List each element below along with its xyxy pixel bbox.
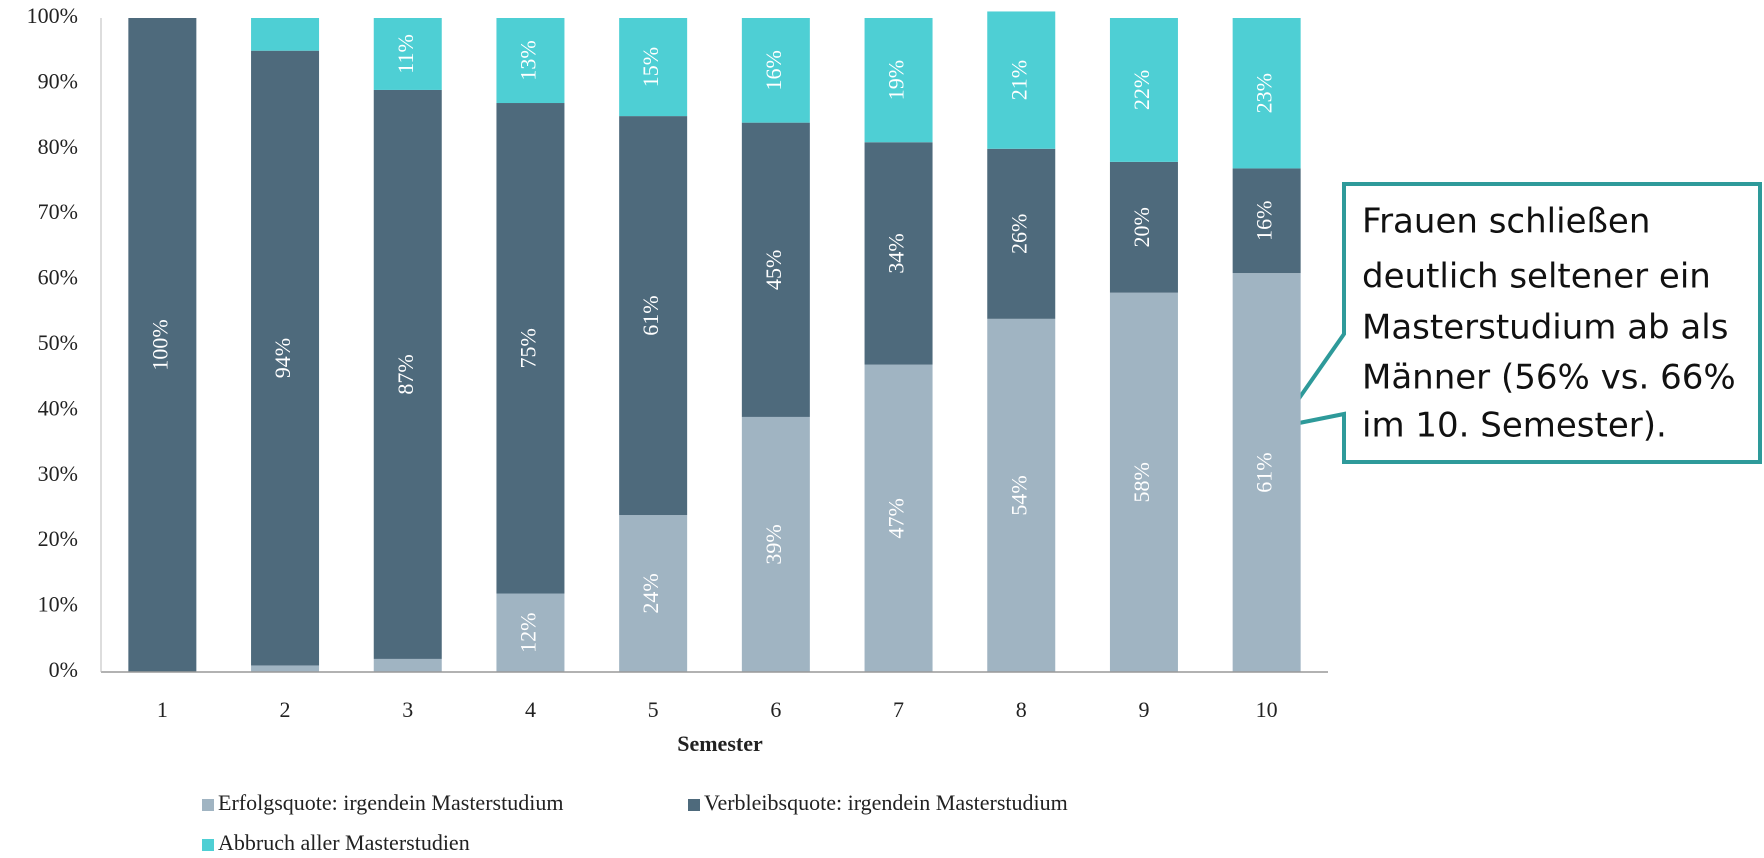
x-tick-label: 9 [1138,697,1149,722]
bar-segment [741,122,810,417]
bar-segment [128,18,197,672]
bar-segment [496,593,565,672]
x-tick-label: 8 [1016,697,1027,722]
y-tick-label: 0% [49,657,78,682]
data-label: 45% [761,250,786,290]
data-label: 100% [147,319,172,370]
bar-segment [741,416,810,672]
bar-segment [1109,18,1178,162]
data-label: 34% [884,233,909,273]
data-label: 12% [515,613,540,653]
data-label: 75% [515,328,540,368]
data-label: 47% [884,498,909,538]
bar-segment [1232,168,1301,274]
bar-segment [987,148,1056,319]
y-tick-label: 70% [38,199,78,224]
y-tick-label: 100% [27,3,78,28]
y-tick-label: 10% [38,592,78,617]
callout-box [1274,182,1762,464]
bar-segment [987,318,1056,672]
data-label: 94% [270,338,295,378]
data-label: 20% [1129,207,1154,247]
x-tick-label: 6 [770,697,781,722]
bar-segment [251,18,320,51]
data-label: 61% [638,295,663,335]
annotation-text: Frauen schließen [1362,202,1650,242]
bar-segment [987,11,1056,149]
data-label: 24% [638,573,663,613]
bar-segment [741,18,810,123]
data-label: 26% [1006,214,1031,254]
data-label: 19% [884,60,909,100]
annotation-text: deutlich seltener ein [1362,257,1711,297]
bar-segment [251,665,320,672]
bar-segment [1109,292,1178,672]
bar-segment [619,515,688,672]
data-label: 16% [1252,201,1277,241]
data-label: 58% [1129,462,1154,502]
data-label: 22% [1129,70,1154,110]
legend-label: Abbruch aller Masterstudien [218,830,470,855]
bar-segment [864,18,933,143]
y-tick-label: 80% [38,134,78,159]
x-tick-label: 4 [525,697,536,722]
x-tick-label: 10 [1256,697,1278,722]
data-label: 23% [1252,73,1277,113]
legend-label: Verbleibsquote: irgendein Masterstudium [704,790,1068,815]
data-label: 61% [1252,452,1277,492]
bar-segment [251,50,320,666]
data-label: 15% [638,47,663,87]
bar-segment [864,364,933,672]
data-label: 16% [761,50,786,90]
bar-segment [496,18,565,104]
data-label: 87% [393,354,418,394]
bar-segment [373,89,442,659]
bar-segment [496,103,565,594]
bar-segment [1232,273,1301,672]
bar-segment [373,18,442,90]
x-tick-label: 2 [280,697,291,722]
annotation-text: im 10. Semester). [1362,406,1667,446]
data-label: 39% [761,524,786,564]
x-tick-label: 1 [157,697,168,722]
x-tick-label: 3 [402,697,413,722]
bar-segment [619,18,688,117]
bar-segment [373,658,442,672]
data-label: 11% [393,34,418,74]
bar-segment [1232,18,1301,169]
y-tick-label: 40% [38,395,78,420]
y-tick-label: 60% [38,265,78,290]
annotation-text: Masterstudium ab als [1362,308,1728,348]
legend-swatch [202,799,214,811]
x-tick-label: 5 [648,697,659,722]
data-label: 13% [515,40,540,80]
annotation-text: Männer (56% vs. 66% [1362,358,1736,398]
legend-label: Erfolgsquote: irgendein Masterstudium [218,790,563,815]
legend-swatch [688,799,700,811]
y-tick-label: 50% [38,330,78,355]
data-label: 54% [1006,475,1031,515]
y-tick-label: 20% [38,526,78,551]
y-tick-label: 90% [38,68,78,93]
bar-segment [864,142,933,365]
x-tick-label: 7 [893,697,904,722]
legend-swatch [202,839,214,851]
data-label: 21% [1006,60,1031,100]
bar-segment [1109,161,1178,293]
y-tick-label: 30% [38,461,78,486]
bar-segment [619,116,688,516]
x-axis-label: Semester [677,731,763,756]
